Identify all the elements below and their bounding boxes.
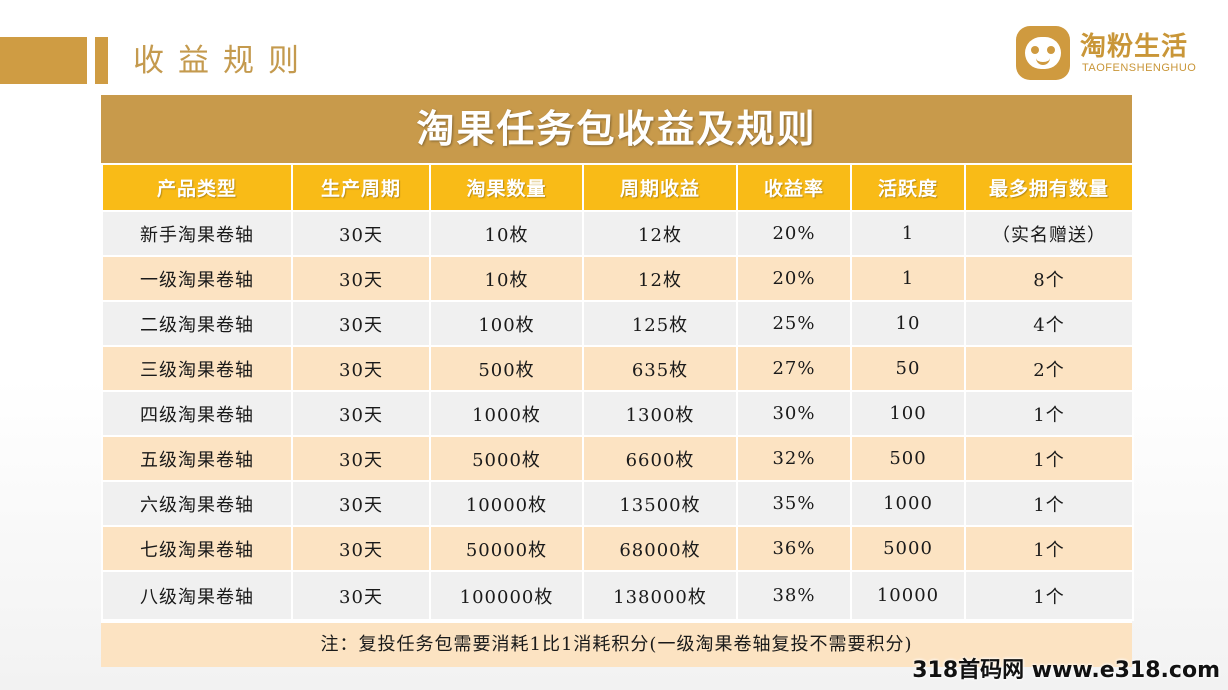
logo-name: 淘粉生活 — [1080, 32, 1189, 62]
table-row: 三级淘果卷轴 30天 500枚 635枚 27% 50 2个 — [101, 345, 1134, 392]
table-cell: 100枚 — [429, 300, 584, 347]
table-cell: 38% — [736, 570, 852, 621]
table-cell: 30天 — [291, 390, 431, 437]
rules-table-container: 淘果任务包收益及规则 产品类型 生产周期 淘果数量 周期收益 收益率 活跃度 最… — [101, 95, 1134, 667]
table-cell: 8个 — [964, 255, 1134, 302]
table-row: 一级淘果卷轴 30天 10枚 12枚 20% 1 8个 — [101, 255, 1134, 302]
table-cell: 新手淘果卷轴 — [101, 210, 293, 257]
table-cell: 二级淘果卷轴 — [101, 300, 293, 347]
table-row: 六级淘果卷轴 30天 10000枚 13500枚 35% 1000 1个 — [101, 480, 1134, 527]
table-cell: 5000 — [850, 525, 966, 572]
table-cell: 1个 — [964, 435, 1134, 482]
table-cell: 30天 — [291, 300, 431, 347]
table-row: 八级淘果卷轴 30天 100000枚 138000枚 38% 10000 1个 — [101, 570, 1134, 621]
table-cell: 四级淘果卷轴 — [101, 390, 293, 437]
table-cell: 125枚 — [582, 300, 738, 347]
table-cell: 10枚 — [429, 210, 584, 257]
table-cell: 1300枚 — [582, 390, 738, 437]
table-cell: 32% — [736, 435, 852, 482]
table-cell: 30天 — [291, 480, 431, 527]
table-note: 注：复投任务包需要消耗1比1消耗积分(一级淘果卷轴复投不需要积分) — [101, 621, 1132, 667]
table-cell: 七级淘果卷轴 — [101, 525, 293, 572]
table-row: 二级淘果卷轴 30天 100枚 125枚 25% 10 4个 — [101, 300, 1134, 347]
table-cell: 10000枚 — [429, 480, 584, 527]
table-cell: 1 — [850, 210, 966, 257]
table-cell: 25% — [736, 300, 852, 347]
table-cell: 30天 — [291, 255, 431, 302]
table-cell: 1个 — [964, 570, 1134, 621]
table-cell: 100 — [850, 390, 966, 437]
table-cell: 5000枚 — [429, 435, 584, 482]
table-cell: 三级淘果卷轴 — [101, 345, 293, 392]
table-cell: 10枚 — [429, 255, 584, 302]
table-cell: 50 — [850, 345, 966, 392]
column-header: 淘果数量 — [429, 163, 584, 212]
header-accent-bar — [95, 37, 108, 84]
table-row: 五级淘果卷轴 30天 5000枚 6600枚 32% 500 1个 — [101, 435, 1134, 482]
section-title: 收益规则 — [133, 43, 313, 79]
table-cell: 12枚 — [582, 210, 738, 257]
site-watermark: 318首码网 www.e318.com — [912, 658, 1220, 683]
table-cell: 10 — [850, 300, 966, 347]
table-cell: 13500枚 — [582, 480, 738, 527]
table-cell: 10000 — [850, 570, 966, 621]
table-cell: 2个 — [964, 345, 1134, 392]
table-row: 四级淘果卷轴 30天 1000枚 1300枚 30% 100 1个 — [101, 390, 1134, 437]
table-cell: 4个 — [964, 300, 1134, 347]
table-cell: 1 — [850, 255, 966, 302]
column-header: 最多拥有数量 — [964, 163, 1134, 212]
table-cell: 68000枚 — [582, 525, 738, 572]
table-cell: 635枚 — [582, 345, 738, 392]
table-cell: 50000枚 — [429, 525, 584, 572]
header-accent-block — [0, 37, 87, 84]
table-cell: 20% — [736, 210, 852, 257]
table-cell: 138000枚 — [582, 570, 738, 621]
table-cell: 36% — [736, 525, 852, 572]
table-cell: 五级淘果卷轴 — [101, 435, 293, 482]
column-header: 产品类型 — [101, 163, 293, 212]
table-cell: 八级淘果卷轴 — [101, 570, 293, 621]
column-header: 活跃度 — [850, 163, 966, 212]
logo-subtitle: TAOFENSHENGHUO — [1082, 62, 1197, 74]
table-cell: 30% — [736, 390, 852, 437]
table-cell: 500 — [850, 435, 966, 482]
table-cell: 六级淘果卷轴 — [101, 480, 293, 527]
table-cell: 30天 — [291, 435, 431, 482]
table-row: 七级淘果卷轴 30天 50000枚 68000枚 36% 5000 1个 — [101, 525, 1134, 572]
logo-face-icon — [1016, 26, 1070, 80]
table-cell: 30天 — [291, 345, 431, 392]
table-row: 新手淘果卷轴 30天 10枚 12枚 20% 1 （实名赠送） — [101, 210, 1134, 257]
table-cell: 1000枚 — [429, 390, 584, 437]
table-cell: 27% — [736, 345, 852, 392]
column-header: 生产周期 — [291, 163, 431, 212]
table-cell: （实名赠送） — [964, 210, 1134, 257]
table-cell: 100000枚 — [429, 570, 584, 621]
table-header-row: 产品类型 生产周期 淘果数量 周期收益 收益率 活跃度 最多拥有数量 — [101, 163, 1134, 212]
table-cell: 30天 — [291, 210, 431, 257]
table-cell: 一级淘果卷轴 — [101, 255, 293, 302]
table-cell: 12枚 — [582, 255, 738, 302]
table-cell: 1个 — [964, 390, 1134, 437]
table-cell: 1个 — [964, 525, 1134, 572]
table-cell: 500枚 — [429, 345, 584, 392]
table-cell: 20% — [736, 255, 852, 302]
table-cell: 30天 — [291, 525, 431, 572]
brand-logo: 淘粉生活 TAOFENSHENGHUO — [1016, 24, 1211, 82]
column-header: 周期收益 — [582, 163, 738, 212]
table-cell: 1个 — [964, 480, 1134, 527]
table-cell: 30天 — [291, 570, 431, 621]
table-title: 淘果任务包收益及规则 — [101, 95, 1132, 163]
table-cell: 35% — [736, 480, 852, 527]
table-cell: 1000 — [850, 480, 966, 527]
table-cell: 6600枚 — [582, 435, 738, 482]
column-header: 收益率 — [736, 163, 852, 212]
rules-table: 产品类型 生产周期 淘果数量 周期收益 收益率 活跃度 最多拥有数量 新手淘果卷… — [101, 163, 1134, 621]
